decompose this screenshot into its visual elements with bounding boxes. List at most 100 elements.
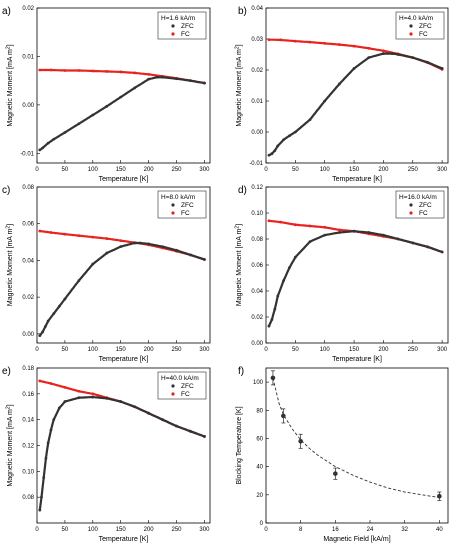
legend-label-fc: FC [181, 391, 190, 398]
chart-d: 0 50 100 150 200 250 300 0.00 0.02 0.04 0.06 0.08 0.… [235, 185, 449, 363]
data-point-zfc [133, 241, 137, 245]
data-point-zfc [367, 231, 371, 234]
data-point-zfc [91, 262, 95, 266]
x-tick-label: 200 [378, 167, 389, 173]
data-point-fc [382, 49, 385, 53]
data-point-fc [147, 72, 151, 76]
y-tick-label: 0.06 [22, 222, 34, 228]
data-point-zfc [57, 304, 61, 308]
legend-marker-fc [171, 392, 175, 396]
data-point-zfc [52, 418, 56, 422]
data-point-zfc [105, 251, 109, 255]
data-point-zfc [293, 130, 297, 134]
data-point-zfc [40, 495, 43, 499]
x-axis-label: Magnetic Field [kA/m] [323, 536, 390, 543]
x-tick-label: 0 [35, 527, 39, 533]
data-point-fc [279, 38, 283, 42]
x-axis-label: Temperature [K] [99, 536, 149, 543]
data-point-fc [105, 237, 109, 240]
data-point-fc [38, 229, 42, 233]
y-tick-label: 0.04 [22, 258, 34, 264]
data-point-zfc [77, 279, 81, 282]
y-tick-label: 0.02 [22, 295, 34, 301]
data-point [270, 375, 276, 381]
x-tick-label: 250 [408, 347, 419, 353]
y-axis-label: Magnetic Moment [mA m2] [235, 224, 244, 306]
y-tick-label: 0.06 [251, 263, 263, 269]
data-point-fc [63, 385, 67, 389]
data-point-zfc [46, 319, 50, 323]
data-point-fc [119, 239, 123, 242]
data-point-fc [91, 69, 95, 73]
data-point-zfc [41, 330, 44, 334]
data-point [437, 493, 442, 499]
data-point-zfc [138, 241, 142, 245]
y-axis-label: Magnetic Moment [mA m2] [6, 224, 15, 306]
data-point-zfc [42, 476, 46, 480]
data-point-zfc [161, 75, 164, 79]
x-axis-label: Temperature [K] [99, 356, 149, 363]
data-point-zfc [46, 141, 50, 145]
x-tick-label: 0 [264, 347, 268, 353]
x-tick-label: 50 [292, 347, 299, 353]
legend-label-zfc: ZFC [419, 202, 432, 209]
x-tick-label: 50 [62, 167, 69, 173]
x-tick-label: 300 [437, 167, 448, 173]
series-zfc-line [268, 52, 443, 157]
panel-label-d: d) [238, 185, 247, 196]
legend-label-zfc: ZFC [181, 383, 194, 390]
legend-label-fc: FC [419, 210, 428, 217]
x-tick-label: 100 [320, 347, 331, 353]
x-tick-label: 50 [62, 527, 69, 533]
y-axis-label: Blocking Temperature [K] [236, 406, 243, 484]
data-point-zfc [119, 245, 123, 249]
data-point-fc [293, 39, 297, 43]
x-tick-label: 200 [378, 347, 389, 353]
data-point-zfc [323, 99, 327, 103]
data-point-fc [267, 219, 271, 223]
y-tick-label: 0.01 [22, 54, 34, 60]
chart-e: 0 50 100 150 200 250 300 0.08 0.10 0.12 0.14 0.16 0.… [6, 366, 211, 543]
y-axis-label: Magnetic Moment [mA m2] [235, 44, 244, 126]
legend-box [395, 11, 445, 40]
y-tick-label: 0.08 [251, 237, 263, 243]
x-tick-label: 150 [116, 167, 127, 173]
data-point-fc [352, 44, 356, 48]
y-tick-label: 80 [256, 408, 263, 414]
panel-label-b: b) [238, 6, 247, 17]
legend-label-fc: FC [181, 210, 190, 217]
data-point-fc [337, 228, 341, 232]
legend-marker-zfc [409, 203, 413, 207]
legend-marker-zfc [171, 203, 175, 207]
y-tick-label: 0.00 [251, 130, 263, 136]
data-point-zfc [147, 77, 151, 81]
y-tick-label: 0.04 [251, 289, 263, 295]
data-point-zfc [38, 508, 42, 512]
data-point-zfc [323, 233, 327, 237]
legend-label-zfc: ZFC [419, 23, 432, 30]
data-point-fc [49, 68, 53, 72]
data-point-zfc [161, 418, 164, 422]
x-tick-label: 0 [35, 167, 39, 173]
x-tick-label: 300 [199, 527, 210, 533]
data-point-zfc [57, 406, 61, 410]
data-point-fc [49, 231, 53, 234]
legend-box [395, 190, 445, 219]
x-tick-label: 300 [437, 347, 448, 353]
data-point-zfc [270, 152, 274, 156]
data-point-zfc [43, 325, 47, 328]
data-point-zfc [276, 294, 280, 298]
data-point-zfc [77, 396, 81, 400]
plot-frame [265, 367, 449, 524]
panel-e: e) 0 50 100 150 200 250 300 0.08 0.10 0.12 0.14 0.1… [2, 366, 211, 543]
panel-f: f) 0 8 16 24 32 40 0 20 40 60 80 100 Magnetic Field … [236, 366, 449, 543]
data-point-zfc [396, 237, 400, 241]
data-point-zfc [282, 279, 286, 282]
y-tick-label: -0.01 [20, 151, 34, 157]
x-tick-label: 32 [401, 527, 408, 533]
y-axis-label: Magnetic Moment [mA m2] [6, 404, 15, 486]
data-point-zfc [119, 95, 123, 99]
data-point-fc [308, 40, 312, 44]
data-point-zfc [63, 297, 67, 301]
fit-curve [272, 377, 440, 499]
